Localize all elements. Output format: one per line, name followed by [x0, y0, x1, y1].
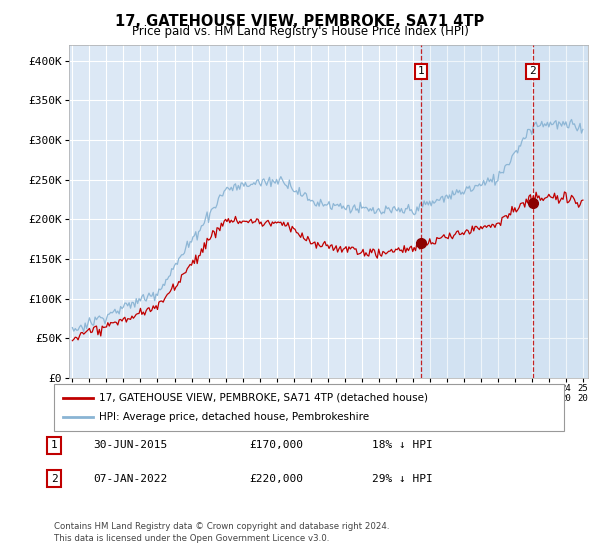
Text: £170,000: £170,000	[249, 440, 303, 450]
Text: 18% ↓ HPI: 18% ↓ HPI	[372, 440, 433, 450]
Text: HPI: Average price, detached house, Pembrokeshire: HPI: Average price, detached house, Pemb…	[99, 412, 369, 422]
Text: Price paid vs. HM Land Registry's House Price Index (HPI): Price paid vs. HM Land Registry's House …	[131, 25, 469, 38]
Text: 1: 1	[418, 67, 425, 77]
Text: 07-JAN-2022: 07-JAN-2022	[93, 474, 167, 484]
Text: 2: 2	[529, 67, 536, 77]
Text: 17, GATEHOUSE VIEW, PEMBROKE, SA71 4TP: 17, GATEHOUSE VIEW, PEMBROKE, SA71 4TP	[115, 14, 485, 29]
Bar	[421, 45, 588, 378]
Text: £220,000: £220,000	[249, 474, 303, 484]
Text: 1: 1	[50, 440, 58, 450]
Text: This data is licensed under the Open Government Licence v3.0.: This data is licensed under the Open Gov…	[54, 534, 329, 543]
Text: 30-JUN-2015: 30-JUN-2015	[93, 440, 167, 450]
Text: 2: 2	[50, 474, 58, 484]
Text: Contains HM Land Registry data © Crown copyright and database right 2024.: Contains HM Land Registry data © Crown c…	[54, 522, 389, 531]
Text: 17, GATEHOUSE VIEW, PEMBROKE, SA71 4TP (detached house): 17, GATEHOUSE VIEW, PEMBROKE, SA71 4TP (…	[99, 393, 428, 403]
Text: 29% ↓ HPI: 29% ↓ HPI	[372, 474, 433, 484]
